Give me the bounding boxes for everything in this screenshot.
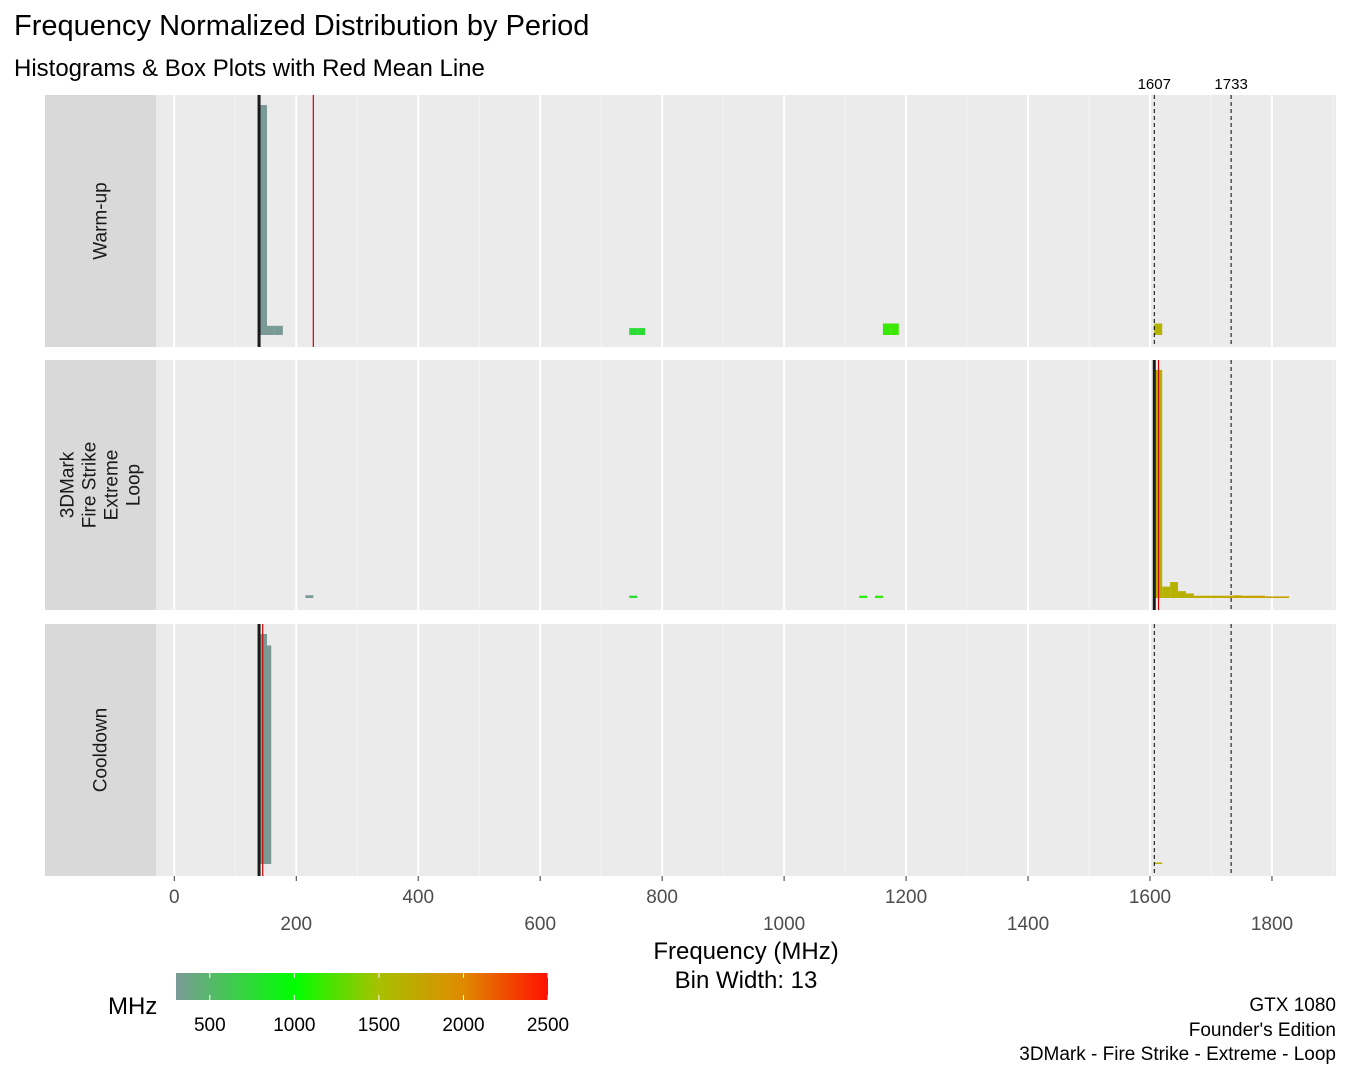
legend-tick-label: 2500 — [527, 1015, 569, 1036]
histogram-bar — [1241, 595, 1250, 598]
x-tick-label: 1200 — [885, 887, 927, 908]
x-tick-label: 1800 — [1251, 914, 1293, 935]
histogram-bar — [629, 328, 638, 335]
panel-label-line: 3DMark — [58, 451, 79, 518]
histogram-bar — [874, 595, 883, 598]
histogram-bar — [1185, 593, 1194, 598]
panel-background — [156, 95, 1336, 347]
panel-background — [156, 360, 1336, 610]
histogram-bar — [1178, 591, 1186, 598]
histogram-bar — [1225, 595, 1234, 598]
legend-tick-label: 500 — [194, 1015, 226, 1036]
histogram-bar — [1233, 595, 1242, 598]
legend-tick-label: 1500 — [358, 1015, 400, 1036]
histogram-bar — [259, 105, 267, 335]
panel-strip — [45, 95, 156, 347]
panel-strip — [45, 624, 156, 876]
legend-tick-label: 1000 — [273, 1015, 315, 1036]
histogram-bar — [1162, 586, 1171, 598]
histogram-bar — [1217, 595, 1226, 598]
panel-label: Cooldown — [91, 708, 112, 793]
chart-subtitle: Histograms & Box Plots with Red Mean Lin… — [14, 55, 485, 82]
panel-strip — [45, 360, 156, 610]
histogram-bar — [1281, 596, 1290, 598]
x-tick-label: 1400 — [1007, 914, 1049, 935]
legend-title: MHz — [108, 993, 157, 1020]
panel-label-line: Fire Strike — [80, 442, 101, 529]
panel-label-line: Cooldown — [91, 708, 112, 793]
caption-gpu: GTX 1080 — [1249, 995, 1336, 1016]
histogram-bar — [882, 323, 891, 335]
histogram-bar — [1154, 862, 1163, 864]
caption-edition: Founder's Edition — [1188, 1020, 1336, 1041]
histogram-bar — [305, 595, 314, 598]
reference-label: 1733 — [1214, 76, 1247, 93]
x-tick-label: 800 — [646, 887, 678, 908]
histogram-bar — [890, 323, 899, 335]
x-axis-subtitle: Bin Width: 13 — [675, 967, 818, 994]
histogram-bar — [1249, 595, 1258, 598]
panel-label: 3DMarkFire StrikeExtremeLoop — [58, 442, 145, 529]
panel-background — [156, 624, 1336, 876]
x-tick-label: 200 — [280, 914, 312, 935]
histogram-bar — [859, 595, 868, 598]
histogram-bar — [266, 325, 275, 335]
panel-label-line: Extreme — [102, 450, 123, 521]
panel-label-line: Loop — [124, 464, 145, 506]
histogram-bar — [1265, 596, 1274, 598]
histogram-bar — [637, 328, 646, 335]
histogram-bar — [1201, 595, 1210, 598]
histogram-bar — [1170, 582, 1179, 598]
histogram-bar — [274, 325, 283, 335]
caption-benchmark: 3DMark - Fire Strike - Extreme - Loop — [1019, 1044, 1336, 1065]
reference-label: 1607 — [1138, 76, 1171, 93]
histogram-bar — [1273, 596, 1282, 598]
x-axis-title: Frequency (MHz) — [653, 938, 838, 965]
chart-title: Frequency Normalized Distribution by Per… — [14, 10, 590, 42]
legend-colorbar — [176, 973, 548, 1000]
histogram-bar — [1154, 323, 1163, 335]
histogram-bar — [1209, 595, 1218, 598]
x-tick-label: 600 — [524, 914, 556, 935]
histogram-bar — [1193, 595, 1202, 598]
legend-tick-label: 2000 — [442, 1015, 484, 1036]
x-tick-label: 400 — [402, 887, 434, 908]
x-tick-label: 1000 — [763, 914, 805, 935]
panel-label-line: Warm-up — [91, 182, 112, 259]
x-tick-label: 1600 — [1129, 887, 1171, 908]
histogram-bar — [629, 595, 638, 598]
histogram-bar — [1257, 595, 1266, 598]
histogram-bar — [263, 645, 272, 864]
panel-label: Warm-up — [91, 182, 112, 259]
x-tick-label: 0 — [169, 887, 180, 908]
